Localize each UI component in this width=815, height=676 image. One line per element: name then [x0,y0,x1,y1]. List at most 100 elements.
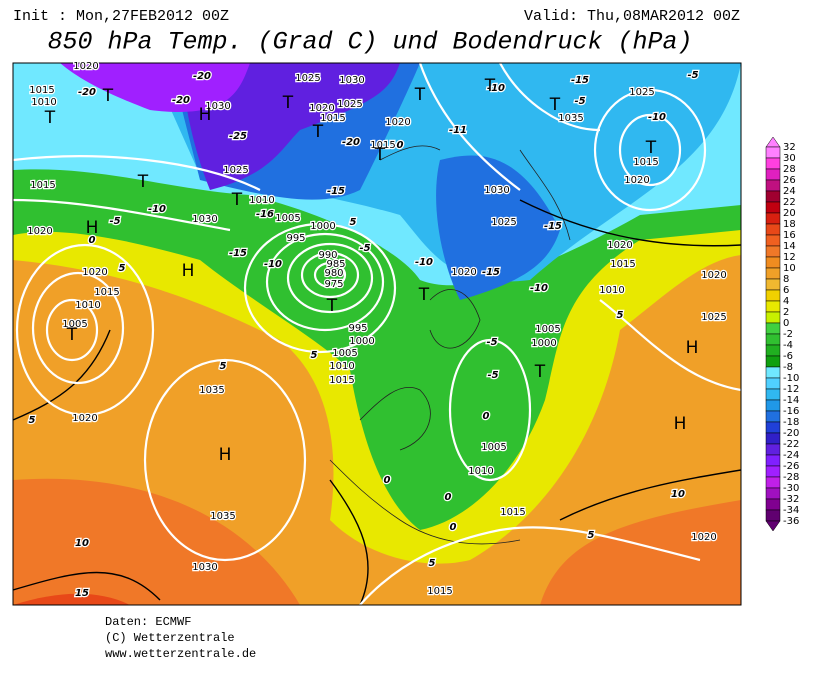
colorbar-box [765,278,781,291]
colorbar-box [765,388,781,401]
colorbar-box [765,245,781,258]
colorbar-label: 6 [783,285,789,296]
pressure-center: H [219,445,232,465]
colorbar-cap [765,136,781,148]
pressure-center: T [645,138,657,158]
colorbar-box [765,322,781,335]
colorbar-label: -6 [783,351,793,362]
isobar-label: 1020 [73,61,98,72]
isobar-label: 1025 [337,99,362,110]
pressure-center: T [549,95,561,115]
isotherm-label: -20 [172,95,190,106]
isobar-label: 1025 [491,217,516,228]
isobar-label: 1015 [427,586,452,597]
colorbar-box [765,300,781,313]
isobar-label: 1000 [531,338,556,349]
map-frame [12,62,742,606]
isotherm-label: -5 [486,337,497,348]
pressure-center: H [674,414,687,434]
colorbar-label: 24 [783,186,796,197]
isotherm-label: 5 [350,217,357,228]
colorbar-label: -10 [783,373,799,384]
colorbar: 32302826242220181614121086420-2-4-6-8-10… [765,136,799,532]
isobar-label: 1015 [30,180,55,191]
colorbar-label: 10 [783,263,796,274]
colorbar-label: 12 [783,252,796,263]
isotherm-label: 15 [75,588,89,599]
isotherm-label: -5 [109,216,120,227]
colorbar-cap [765,520,781,532]
colorbar-label: 18 [783,219,796,230]
colorbar-box [765,234,781,247]
colorbar-label: 26 [783,175,796,186]
colorbar-label: -16 [783,406,799,417]
isobar-label: 1030 [484,185,509,196]
pressure-center: T [137,172,149,192]
colorbar-label: -18 [783,417,799,428]
isobar-label: 1025 [629,87,654,98]
isotherm-label: 10 [75,538,89,549]
colorbar-box [765,201,781,214]
colorbar-box [765,157,781,170]
isotherm-label: -20 [193,71,211,82]
isobar-label: 1005 [481,442,506,453]
pressure-center: T [534,362,546,382]
isobar-label: 1000 [310,221,335,232]
isotherm-label: -5 [687,70,698,81]
isobar-label: 1010 [329,361,354,372]
colorbar-box [765,223,781,236]
isotherm-label: 5 [588,530,595,541]
isobar-label: 1015 [320,113,345,124]
colorbar-label: -14 [783,395,799,406]
isobar-label: 1015 [29,85,54,96]
pressure-center: H [182,261,195,281]
colorbar-label: -2 [783,329,793,340]
pressure-center: T [484,76,496,96]
isotherm-label: -5 [359,243,370,254]
isobar-label: 1010 [249,195,274,206]
pressure-center: T [66,325,78,345]
isotherm-label: -25 [229,131,247,142]
colorbar-label: 2 [783,307,789,318]
isobar-label: 1030 [192,562,217,573]
isotherm-label: -10 [530,283,548,294]
valid-time: Valid: Thu,08MAR2012 00Z [524,8,740,25]
colorbar-box [765,421,781,434]
isotherm-label: 0 [384,475,391,486]
colorbar-label: 28 [783,164,796,175]
isobar-label: 1015 [610,259,635,270]
colorbar-box [765,443,781,456]
isobar-label: 1035 [199,385,224,396]
colorbar-label: 32 [783,142,796,153]
isotherm-label: -11 [449,125,467,136]
colorbar-label: -8 [783,362,793,373]
colorbar-box [765,509,781,522]
isobar-label: 1020 [82,267,107,278]
website: www.wetterzentrale.de [105,647,256,661]
isobar-label: 1020 [701,270,726,281]
isobar-label: 1025 [701,312,726,323]
isobar-label: 1005 [332,348,357,359]
colorbar-box [765,212,781,225]
colorbar-box [765,311,781,324]
colorbar-box [765,344,781,357]
data-source: Daten: ECMWF [105,615,191,629]
isobar-label: 995 [348,323,367,334]
isotherm-label: -5 [574,96,585,107]
pressure-center: T [44,108,56,128]
colorbar-box [765,355,781,368]
isobar-label: 1020 [624,175,649,186]
isobar-label: 1030 [339,75,364,86]
colorbar-box [765,454,781,467]
isobar-label: 1035 [558,113,583,124]
isotherm-label: -20 [78,87,96,98]
isobar-label: 985 [326,259,345,270]
isotherm-label: 5 [220,361,227,372]
colorbar-label: 4 [783,296,789,307]
colorbar-label: -22 [783,439,799,450]
isotherm-label: -15 [482,267,500,278]
colorbar-label: 16 [783,230,796,241]
isotherm-label: -15 [544,221,562,232]
isobar-label: 1025 [295,73,320,84]
